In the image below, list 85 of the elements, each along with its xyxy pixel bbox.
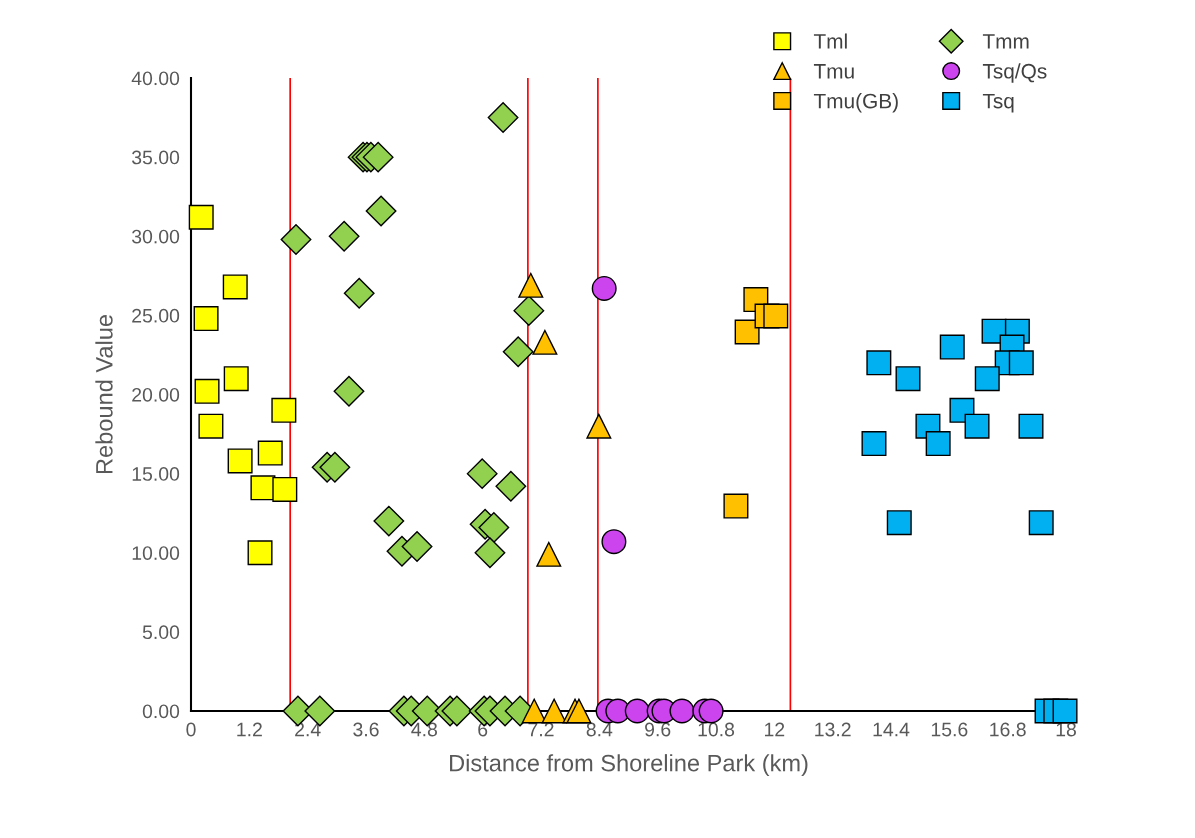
point [502,336,534,368]
point [198,413,224,439]
legend-label: Tsq/Qs [982,63,1047,83]
y-tick-label: 35.00 [131,150,180,165]
y-tick-label: 40.00 [131,71,180,86]
x-tick-label: 7.2 [528,722,554,737]
point [521,698,547,724]
point [1018,413,1044,439]
point [1052,698,1078,724]
legend-label: Tsq [982,93,1014,113]
y-axis-title: Rebound Value [95,315,113,474]
point [271,397,297,423]
point [474,537,506,569]
point [895,366,921,392]
x-tick-label: 14.4 [873,722,910,737]
point [723,493,749,519]
y-tick-label: 10.00 [132,546,180,560]
x-tick-label: 3.6 [353,722,379,737]
point [763,303,789,329]
point [513,295,545,327]
point [227,448,253,474]
point [541,698,567,724]
point [373,505,405,537]
point [939,334,965,360]
point [624,698,650,724]
point [343,277,375,309]
x-tick-label: 18 [1056,722,1076,737]
legend-label: Tmu [813,64,854,79]
point [466,458,498,490]
point [734,319,760,345]
point [365,195,397,227]
x-tick-label: 12 [765,722,785,737]
point [495,470,527,502]
point [223,366,249,392]
point [518,272,544,298]
point [401,530,433,562]
x-tick-label: 9.6 [645,722,671,737]
x-tick-label: 10.8 [698,722,735,737]
point [280,223,312,255]
point [487,102,519,133]
point [1008,350,1034,376]
legend-label: Tmm [982,34,1029,49]
point [257,440,283,466]
point [536,541,562,567]
y-tick-label: 5.00 [142,625,180,640]
point [193,306,219,332]
point [188,204,214,230]
point [925,431,951,457]
point [698,698,724,724]
point [601,529,627,555]
point [866,350,892,376]
legend-label: Tmu(GB) [813,93,898,113]
point [441,695,473,727]
point [478,512,510,543]
y-tick-label: 0.00 [142,704,180,719]
point [194,378,220,404]
x-tick-label: 8.4 [586,722,613,737]
point [362,141,394,173]
y-tick-label: 30.00 [131,229,180,244]
x-tick-label: 1.2 [237,722,262,737]
point [974,366,1000,392]
point [272,476,298,502]
x-tick-label: 15.6 [931,722,968,737]
point [247,540,273,566]
x-tick-label: 0 [186,722,196,737]
point [861,431,887,457]
x-tick-label: 13.2 [815,722,851,737]
point [222,274,248,300]
point [964,413,990,439]
point [333,375,365,407]
point [328,220,360,252]
x-axis-title: Distance from Shoreline Park (km) [450,754,808,777]
point [591,275,617,301]
point [532,329,558,355]
point [886,510,912,536]
y-tick-label: 20.00 [132,387,180,402]
x-tick-label: 4.8 [411,722,437,737]
point [586,413,612,439]
point [1028,510,1054,536]
point [669,698,695,724]
x-tick-label: 16.8 [990,722,1026,737]
y-tick-label: 15.00 [132,467,180,481]
point [319,451,351,483]
legend-label: Tml [813,33,847,49]
y-tick-label: 25.00 [132,308,180,323]
